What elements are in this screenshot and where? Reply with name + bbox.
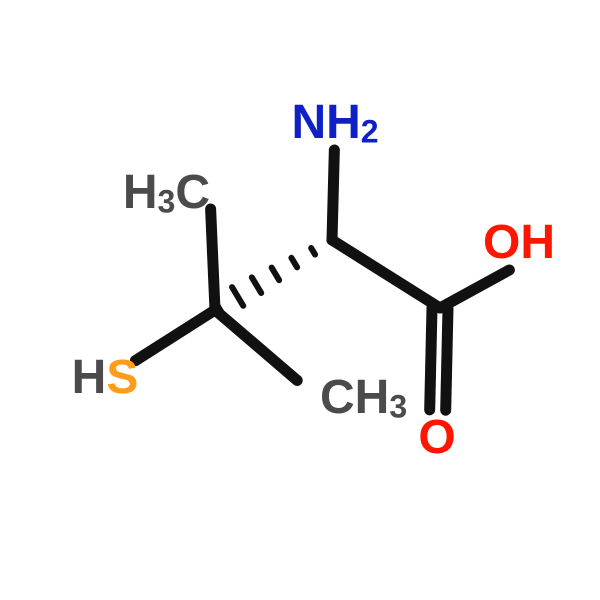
CH3_top-label: H3C xyxy=(123,166,210,220)
S-label: HS xyxy=(72,351,139,404)
N-label: NH2 xyxy=(291,96,378,150)
O_dbl-label: O xyxy=(418,411,455,464)
O_oh-label: OH xyxy=(483,216,555,269)
molecule-diagram: NH2 O OH HS H3C CH3 xyxy=(0,0,600,600)
CH3_bot-label: CH3 xyxy=(320,371,407,425)
